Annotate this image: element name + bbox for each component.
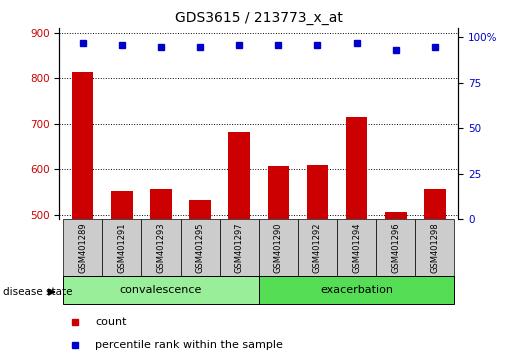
Bar: [111, 191, 132, 219]
Text: disease state: disease state: [3, 287, 72, 297]
Bar: [63, 276, 259, 304]
Bar: [220, 219, 259, 276]
Text: GSM401296: GSM401296: [391, 222, 400, 273]
Bar: [190, 200, 211, 219]
Bar: [142, 219, 181, 276]
Text: exacerbation: exacerbation: [320, 285, 393, 295]
Text: GSM401289: GSM401289: [78, 222, 87, 273]
Bar: [376, 219, 415, 276]
Bar: [268, 166, 289, 219]
Bar: [415, 219, 454, 276]
Bar: [72, 72, 93, 219]
Bar: [298, 219, 337, 276]
Bar: [346, 117, 367, 219]
Bar: [259, 219, 298, 276]
Text: GSM401293: GSM401293: [157, 222, 165, 273]
Bar: [337, 219, 376, 276]
Text: GSM401295: GSM401295: [196, 223, 204, 273]
Text: GSM401291: GSM401291: [117, 223, 126, 273]
Bar: [385, 212, 406, 219]
Text: GSM401298: GSM401298: [431, 222, 439, 273]
Text: GSM401297: GSM401297: [235, 222, 244, 273]
Text: count: count: [95, 317, 127, 327]
Bar: [307, 165, 328, 219]
Bar: [424, 189, 445, 219]
Bar: [102, 219, 142, 276]
Title: GDS3615 / 213773_x_at: GDS3615 / 213773_x_at: [175, 11, 342, 24]
Text: GSM401294: GSM401294: [352, 223, 361, 273]
Bar: [181, 219, 220, 276]
Text: GSM401290: GSM401290: [274, 223, 283, 273]
Text: GSM401292: GSM401292: [313, 223, 322, 273]
Bar: [259, 276, 454, 304]
Text: convalescence: convalescence: [120, 285, 202, 295]
Bar: [63, 219, 102, 276]
Text: percentile rank within the sample: percentile rank within the sample: [95, 340, 283, 350]
Bar: [229, 132, 250, 219]
Bar: [150, 189, 171, 219]
